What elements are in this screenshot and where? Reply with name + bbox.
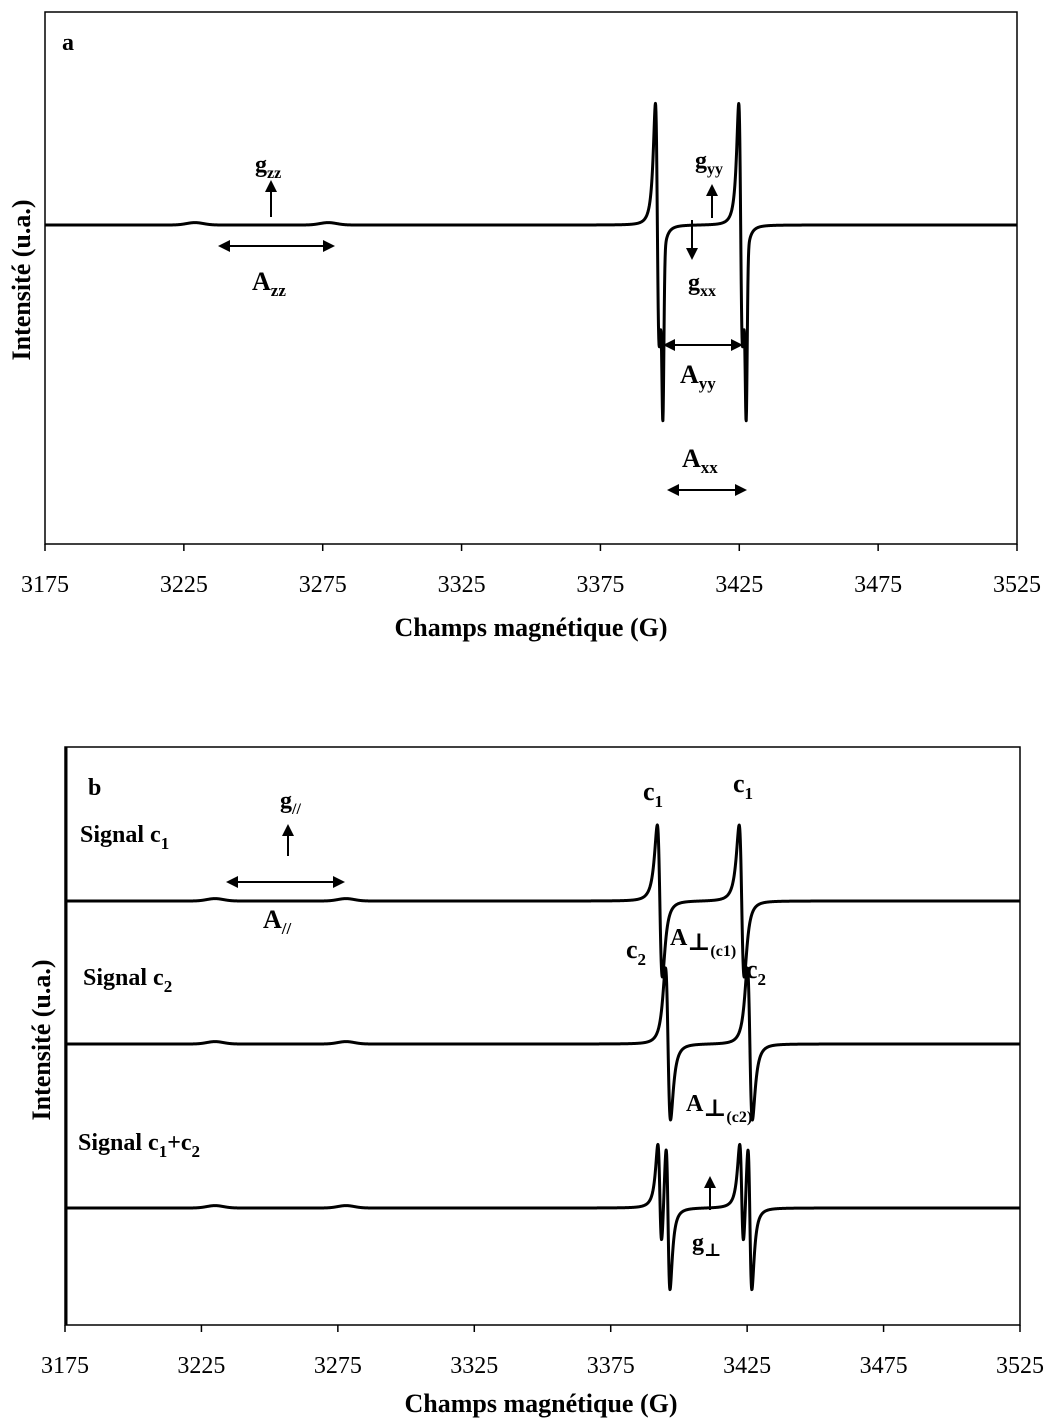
- gyy-annotation: gyy: [695, 148, 723, 218]
- ayy-arrowhead-left: [663, 339, 675, 351]
- spectrum-line-a: [43, 101, 1019, 423]
- x-tick-label: 3525: [996, 1353, 1044, 1379]
- c2-peak-label-left: c2: [626, 935, 646, 969]
- gxx-arrowhead: [686, 248, 698, 260]
- gzz-annotation: gzz: [255, 152, 281, 217]
- aperp-c2-label: A⊥(c2): [686, 1091, 752, 1126]
- x-tick-label: 3225: [177, 1353, 225, 1379]
- gzz-label: gzz: [255, 152, 281, 182]
- spectrum-line-c1: [63, 823, 1022, 979]
- c1-peak-label-left: c1: [643, 777, 663, 811]
- x-tick-label: 3325: [438, 572, 486, 598]
- panel-a-letter: a: [62, 30, 74, 56]
- spectrum-line-c1-plus-c2: [63, 1142, 1022, 1292]
- y-axis-title-a: Intensité (u.a.): [7, 199, 36, 360]
- azz-arrowhead-right: [323, 240, 335, 252]
- series-label-c1-plus-c2: Signal c1+c2: [78, 1130, 200, 1161]
- x-tick-label: 3475: [860, 1353, 908, 1379]
- apar-label: A//: [263, 905, 292, 938]
- azz-label: Azz: [252, 267, 286, 300]
- axx-arrowhead-left: [667, 484, 679, 496]
- gyy-arrowhead: [706, 184, 718, 196]
- apar-arrowhead-right: [333, 876, 345, 888]
- apar-arrowhead-left: [226, 876, 238, 888]
- x-tick-label: 3375: [587, 1353, 635, 1379]
- panel-b-frame: [64, 746, 1021, 1326]
- ayy-label: Ayy: [680, 360, 716, 393]
- panel-a: a 3175 3225 3275 3325 3375 3425 3475 3525 Champ…: [7, 11, 1041, 642]
- panel-b-letter: b: [88, 775, 101, 801]
- series-label-c1: Signal c1: [80, 822, 169, 853]
- x-tick-label: 3475: [854, 572, 902, 598]
- ayy-annotation: Ayy: [663, 339, 743, 393]
- x-axis-tick-labels-b: 3175 3225 3275 3325 3375 3425 3475 3525: [41, 1353, 1044, 1379]
- x-tick-label: 3275: [299, 572, 347, 598]
- x-tick-label: 3425: [715, 572, 763, 598]
- ayy-arrowhead-right: [731, 339, 743, 351]
- axx-label: Axx: [682, 444, 718, 477]
- x-tick-label: 3275: [314, 1353, 362, 1379]
- x-axis-title-a: Champs magnétique (G): [394, 613, 667, 642]
- x-tick-label: 3525: [993, 572, 1041, 598]
- gzz-arrowhead: [265, 180, 277, 192]
- x-tick-label: 3325: [450, 1353, 498, 1379]
- gyy-label: gyy: [695, 148, 723, 178]
- x-axis-title-b: Champs magnétique (G): [404, 1389, 677, 1418]
- x-axis-ticks-a: [44, 544, 1018, 551]
- spectrum-line-c2: [63, 966, 1022, 1122]
- gpar-arrowhead: [282, 824, 294, 836]
- x-tick-label: 3175: [21, 572, 69, 598]
- series-label-c2: Signal c2: [83, 965, 172, 996]
- gxx-annotation: gxx: [686, 220, 716, 300]
- c1-peak-label-right: c1: [733, 769, 753, 803]
- c2-peak-label-right: c2: [746, 955, 766, 989]
- gperp-arrowhead: [704, 1176, 716, 1188]
- azz-arrowhead-left: [218, 240, 230, 252]
- x-tick-label: 3425: [723, 1353, 771, 1379]
- gperp-label: g⊥: [692, 1230, 721, 1260]
- gperp-annotation: g⊥: [692, 1176, 721, 1260]
- panel-b: b 3175 3225 3275 3325 3375 3425 3475 3525 Champ…: [27, 746, 1044, 1418]
- axx-arrowhead-right: [735, 484, 747, 496]
- gpar-annotation: g//: [280, 788, 301, 856]
- panel-a-frame: [44, 11, 1018, 545]
- x-axis-ticks-b: [64, 1325, 1021, 1332]
- azz-annotation: Azz: [218, 240, 335, 300]
- y-axis-title-b: Intensité (u.a.): [27, 959, 56, 1120]
- x-tick-label: 3175: [41, 1353, 89, 1379]
- gpar-label: g//: [280, 788, 301, 818]
- gxx-label: gxx: [688, 270, 716, 300]
- x-tick-label: 3375: [576, 572, 624, 598]
- aperp-c1-label: A⊥(c1): [670, 925, 736, 960]
- axx-annotation: Axx: [667, 444, 747, 496]
- x-tick-label: 3225: [160, 572, 208, 598]
- x-axis-tick-labels-a: 3175 3225 3275 3325 3375 3425 3475 3525: [21, 572, 1041, 598]
- apar-annotation: A//: [226, 876, 345, 938]
